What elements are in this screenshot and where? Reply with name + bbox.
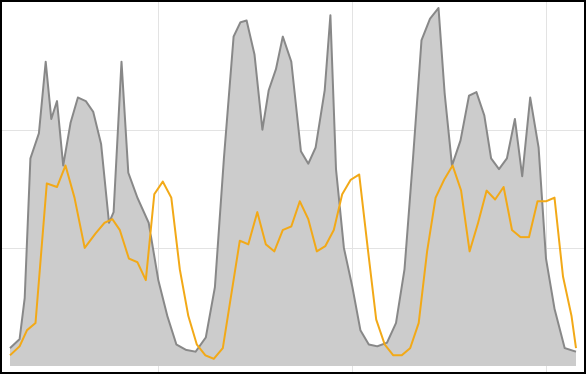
series-area-outline <box>9 7 577 353</box>
series-line <box>9 164 577 360</box>
series-area-fill <box>10 8 576 366</box>
series-layer <box>9 7 577 366</box>
